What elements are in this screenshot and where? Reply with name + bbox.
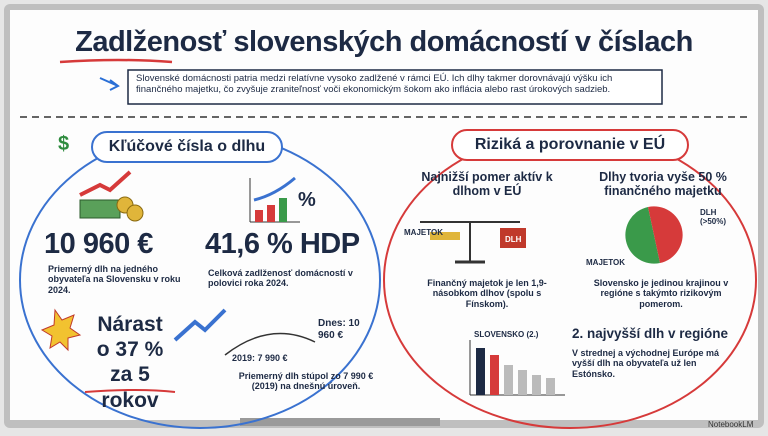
pie-debt: [648, 206, 683, 263]
bar-icon: [267, 205, 275, 222]
trend-icon: [253, 176, 296, 202]
intro: Slovenské domácnosti patria medzi relatí…: [136, 73, 613, 95]
percent-icon: %: [298, 189, 316, 211]
growth-start: 2019: 7 990 €: [232, 353, 288, 363]
section-title: Riziká a porovnanie v EÚ: [474, 136, 666, 153]
dollar-icon: $: [58, 133, 69, 155]
item-label: MAJETOK: [586, 258, 625, 267]
growth-text: Priemerný dlh stúpol zo 7 990 € (2019) n…: [238, 371, 374, 392]
bar-icon: [476, 348, 485, 395]
right-pill: [451, 129, 689, 161]
coin-icon: [126, 204, 144, 222]
item-label: DLH: [505, 235, 522, 244]
footer: NotebookLM: [708, 420, 754, 429]
item-title: Najnižší pomer aktív k dlhom v EÚ: [421, 170, 553, 199]
tray: [240, 418, 440, 426]
pie-asset: [625, 207, 660, 264]
item-text: Slovensko je jedinou krajinou v regióne …: [593, 278, 729, 309]
bar-icon: [490, 355, 499, 395]
bar-icon: [532, 375, 541, 395]
item-text: Finančný majetok je len 1,9-násobkom dlh…: [427, 278, 547, 309]
growth-headline: Nárast o 37 % za 5 rokov: [82, 312, 178, 413]
growth-arrow: [224, 332, 316, 356]
item-title: 2. najvyšší dlh v regióne: [572, 326, 729, 341]
bar-icon: [504, 365, 513, 395]
item-label: MAJETOK: [404, 228, 443, 237]
section-title: Kľúčové čísla o dlhu: [108, 138, 266, 155]
arrow: [99, 77, 120, 91]
stat-value: 41,6 % HDP: [205, 228, 360, 260]
underline: [59, 58, 173, 64]
stat-value: 10 960 €: [44, 228, 153, 260]
title: Zadlženosť slovenských domácností v čísl…: [75, 26, 693, 58]
intro-box: [127, 69, 663, 105]
stat-text: Celková zadlženosť domácností v polovici…: [208, 268, 353, 289]
headline-line: Nárast: [97, 313, 163, 336]
trend-icon: [173, 308, 227, 342]
headline-line: za 5 rokov: [101, 363, 159, 412]
left-pill: [91, 131, 283, 163]
headline-line: o 37 %: [96, 338, 164, 362]
item-label: SLOVENSKO (2.): [474, 330, 539, 339]
debt-weight: [500, 228, 526, 248]
underline: [84, 389, 176, 393]
bar-icon: [546, 378, 555, 395]
bar-icon: [255, 210, 263, 222]
trend-icon: [79, 170, 132, 197]
growth-end: Dnes: 10 960 €: [318, 318, 360, 341]
item-text: V strednej a východnej Európe má vyšší d…: [572, 348, 720, 379]
item-title: Dlhy tvoria vyše 50 % finančného majetku: [599, 170, 727, 199]
burst-icon: [40, 308, 82, 352]
cash-icon: [79, 199, 121, 219]
bar-icon: [518, 370, 527, 395]
stat-text: Priemerný dlh na jedného obyvateľa na Sl…: [48, 264, 181, 295]
bar-icon: [279, 198, 287, 222]
scale-coins: [430, 232, 460, 240]
item-label: DLH (>50%): [700, 208, 727, 227]
